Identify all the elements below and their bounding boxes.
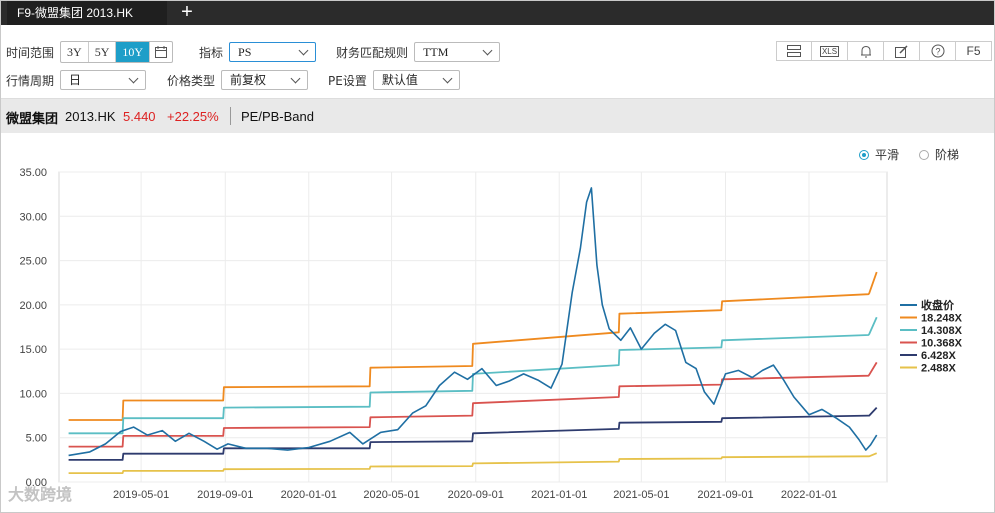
smooth-option[interactable]: 平滑	[859, 146, 899, 163]
chevron-down-icon	[128, 73, 139, 84]
control-row-1: 时间范围 3Y 5Y 10Y 指标 PS 财务匹配规则 TTM	[6, 41, 501, 63]
chevron-down-icon	[298, 45, 309, 56]
period-value: 日	[69, 73, 82, 87]
divider	[230, 107, 231, 125]
price-type-label: 价格类型	[167, 73, 216, 88]
time-range-selector: 3Y 5Y 10Y	[60, 41, 174, 63]
price-type-value: 前复权	[230, 73, 267, 87]
step-label: 阶梯	[935, 148, 960, 162]
pe-setting-label: PE设置	[328, 73, 367, 88]
range-5y-button[interactable]: 5Y	[89, 42, 117, 62]
time-range-label: 时间范围	[6, 45, 55, 60]
stock-info-bar: 微盟集团 2013.HK 5.440 +22.25% PE/PB-Band	[1, 98, 994, 133]
period-label: 行情周期	[6, 73, 55, 88]
indicator-select[interactable]: PS	[229, 42, 317, 62]
price-type-select[interactable]: 前复权	[221, 70, 309, 90]
range-10y-button[interactable]: 10Y	[116, 42, 151, 62]
period-select[interactable]: 日	[60, 70, 147, 90]
finance-rule-value: TTM	[423, 45, 449, 59]
radio-selected-icon	[859, 149, 869, 160]
svg-text:?: ?	[935, 47, 940, 57]
indicator-label: 指标	[199, 45, 224, 60]
range-3y-button[interactable]: 3Y	[61, 42, 89, 62]
help-icon[interactable]: ?	[920, 41, 956, 61]
refresh-f5-button[interactable]: F5	[956, 41, 992, 61]
excel-icon: XLS	[819, 45, 840, 57]
layout-icon[interactable]	[776, 41, 812, 61]
radio-unselected-icon	[919, 149, 929, 160]
export-excel-button[interactable]: XLS	[812, 41, 848, 61]
calendar-icon[interactable]	[150, 42, 172, 62]
chevron-down-icon	[442, 73, 453, 84]
tab-bar: F9-微盟集团 2013.HK +	[1, 1, 994, 25]
finance-rule-select[interactable]: TTM	[414, 42, 501, 62]
finance-rule-label: 财务匹配规则	[336, 45, 409, 60]
bell-icon[interactable]	[848, 41, 884, 61]
pe-setting-value: 默认值	[381, 73, 418, 87]
edit-icon[interactable]	[884, 41, 920, 61]
stock-name: 微盟集团	[6, 112, 59, 127]
stock-change: +22.25%	[167, 109, 219, 124]
tab-title: F9-微盟集团 2013.HK	[17, 6, 134, 20]
add-tab-icon[interactable]: +	[181, 1, 193, 23]
f5-label: F5	[966, 44, 981, 58]
toolbar: XLS ? F5	[776, 41, 992, 61]
band-type-label: PE/PB-Band	[241, 109, 314, 124]
control-row-2: 行情周期 日 价格类型 前复权 PE设置 默认值	[6, 69, 460, 91]
indicator-value: PS	[238, 45, 252, 59]
pe-setting-select[interactable]: 默认值	[372, 70, 460, 90]
tab-f9-stock[interactable]: F9-微盟集团 2013.HK	[7, 1, 167, 25]
chevron-down-icon	[482, 45, 493, 56]
watermark: 大数跨境	[8, 481, 72, 505]
stock-code: 2013.HK	[65, 109, 116, 124]
stock-price: 5.440	[123, 109, 156, 124]
smooth-label: 平滑	[875, 148, 900, 162]
step-option[interactable]: 阶梯	[919, 146, 959, 163]
watermark-text: 大数跨境	[8, 485, 73, 504]
chevron-down-icon	[290, 73, 301, 84]
